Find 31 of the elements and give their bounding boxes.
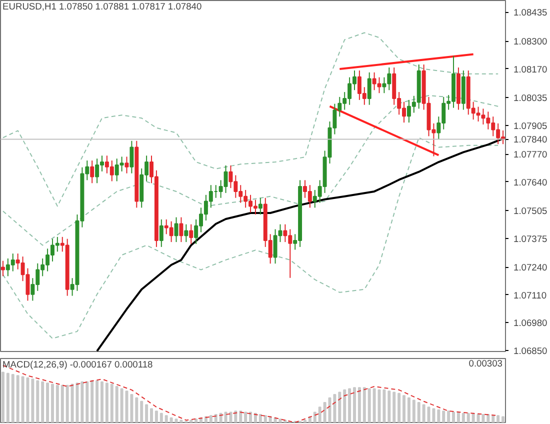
candlestick (130, 140, 134, 174)
ref-line-label: 1.07840 (514, 134, 548, 145)
line-series (2, 32, 499, 207)
candlestick (90, 160, 94, 184)
y-tick-label: 1.07640 (514, 177, 548, 188)
candlestick (179, 216, 184, 243)
y-tick-label: 1.07240 (514, 262, 548, 273)
annotation: 0.00303 (468, 358, 503, 368)
chart-title: MACD(12,26,9) -0.000167 0.000118 (2, 360, 153, 370)
y-tick-label: 1.06850 (514, 346, 548, 356)
candlestick (367, 72, 372, 106)
y-tick-label: 1.07770 (514, 150, 548, 160)
candlestick (0, 260, 5, 277)
candlestick (174, 216, 178, 243)
y-tick-label: 1.07505 (514, 206, 548, 216)
candlestick (258, 197, 262, 216)
line-series (2, 137, 499, 339)
y-tick-label: 1.08170 (514, 64, 548, 74)
y-tick-label: 1.08300 (514, 36, 548, 47)
y-tick-label: 1.06980 (514, 318, 548, 328)
chart-title: EURUSD,H1 1.07850 1.07881 1.07817 1.07840 (2, 2, 202, 12)
candlestick (159, 218, 164, 248)
y-tick-label: 1.07110 (514, 290, 547, 300)
y-tick-label: 1.08435 (514, 8, 548, 18)
y-tick-label: 1.08035 (514, 93, 548, 104)
y-tick-label: 1.07375 (514, 234, 548, 244)
candlestick (189, 224, 194, 244)
candlestick (184, 224, 188, 243)
y-tick-label: 1.07905 (514, 120, 548, 131)
candlestick (124, 156, 129, 174)
line-series (2, 94, 499, 246)
